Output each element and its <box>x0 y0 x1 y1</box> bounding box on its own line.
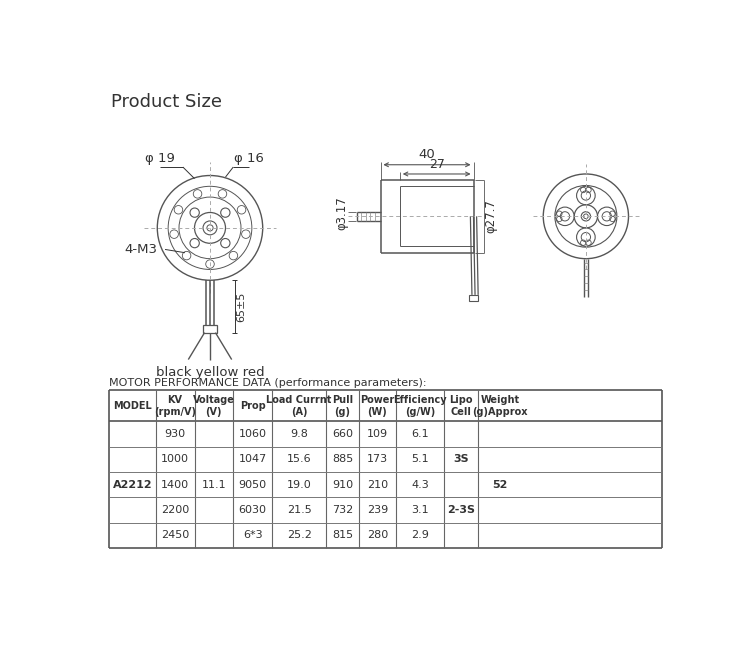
Text: 52: 52 <box>493 480 508 490</box>
Text: 210: 210 <box>367 480 388 490</box>
Text: 9050: 9050 <box>238 480 267 490</box>
Text: 1047: 1047 <box>238 454 267 464</box>
Text: 9.8: 9.8 <box>290 429 308 439</box>
Text: Pull
(g): Pull (g) <box>332 395 353 417</box>
Text: 4.3: 4.3 <box>411 480 429 490</box>
Text: φ 16: φ 16 <box>234 151 264 165</box>
Text: 6030: 6030 <box>238 505 267 515</box>
Text: 109: 109 <box>367 429 388 439</box>
Text: KV
(rpm/V): KV (rpm/V) <box>154 395 196 417</box>
Text: 19.0: 19.0 <box>286 480 311 490</box>
Text: 280: 280 <box>367 530 388 540</box>
Text: 40: 40 <box>419 148 435 161</box>
Text: Weight
(g)Approx: Weight (g)Approx <box>472 395 528 417</box>
Text: Efficiency
(g/W): Efficiency (g/W) <box>393 395 447 417</box>
Text: black yellow red: black yellow red <box>156 366 264 379</box>
Text: φ 19: φ 19 <box>145 151 175 165</box>
Text: 815: 815 <box>332 530 353 540</box>
Text: MODEL: MODEL <box>113 401 152 411</box>
Text: Lipo
Cell: Lipo Cell <box>449 395 472 417</box>
Text: A2212: A2212 <box>112 480 152 490</box>
Text: Prop: Prop <box>240 401 266 411</box>
Text: 11.1: 11.1 <box>202 480 226 490</box>
Text: 5.1: 5.1 <box>411 454 429 464</box>
Text: 15.6: 15.6 <box>286 454 311 464</box>
Bar <box>203 325 217 333</box>
Text: Power
(W): Power (W) <box>360 395 394 417</box>
Text: 732: 732 <box>332 505 353 515</box>
Text: 239: 239 <box>367 505 388 515</box>
Text: Voltage
(V): Voltage (V) <box>193 395 235 417</box>
Text: 660: 660 <box>332 429 353 439</box>
Text: 1060: 1060 <box>238 429 267 439</box>
Text: 6.1: 6.1 <box>411 429 429 439</box>
Text: 1000: 1000 <box>161 454 189 464</box>
Text: 25.2: 25.2 <box>286 530 311 540</box>
Text: 173: 173 <box>367 454 388 464</box>
Text: 930: 930 <box>164 429 186 439</box>
Text: φ27.7: φ27.7 <box>484 199 497 233</box>
Text: 27: 27 <box>429 158 445 171</box>
Text: 2-3S: 2-3S <box>447 505 475 515</box>
Text: 65±5: 65±5 <box>236 291 246 321</box>
Text: MOTOR PERFORMANCE DATA (performance parameters):: MOTOR PERFORMANCE DATA (performance para… <box>110 378 427 388</box>
Text: 6*3: 6*3 <box>243 530 262 540</box>
Text: 3S: 3S <box>453 454 469 464</box>
Text: 2.9: 2.9 <box>411 530 429 540</box>
Text: 885: 885 <box>332 454 353 464</box>
Bar <box>469 295 478 301</box>
Text: φ3.17: φ3.17 <box>335 196 348 230</box>
Text: 910: 910 <box>332 480 353 490</box>
Text: 2200: 2200 <box>161 505 189 515</box>
Text: 2450: 2450 <box>161 530 189 540</box>
Text: 1400: 1400 <box>161 480 189 490</box>
Text: 4-M3: 4-M3 <box>124 243 158 256</box>
Text: 21.5: 21.5 <box>286 505 311 515</box>
Text: Load Currnt
(A): Load Currnt (A) <box>266 395 332 417</box>
Text: Product Size: Product Size <box>111 93 222 111</box>
Text: 3.1: 3.1 <box>411 505 429 515</box>
